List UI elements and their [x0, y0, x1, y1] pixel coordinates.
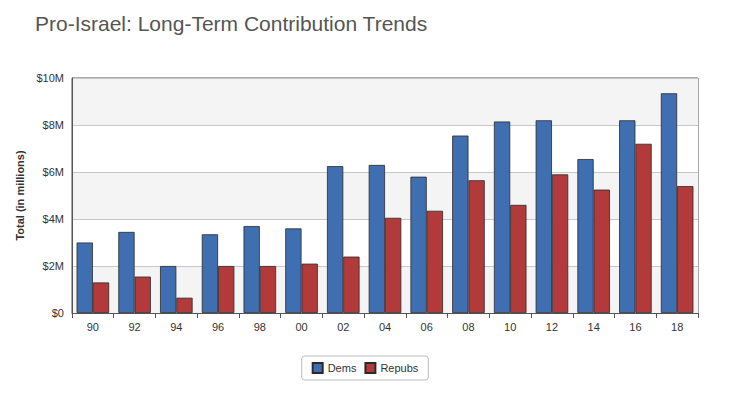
svg-text:$2M: $2M	[43, 260, 64, 272]
svg-text:90: 90	[87, 321, 99, 333]
svg-text:96: 96	[212, 321, 224, 333]
svg-text:18: 18	[671, 321, 683, 333]
svg-text:00: 00	[295, 321, 307, 333]
svg-text:Dems: Dems	[328, 362, 357, 374]
svg-text:Total (in millions): Total (in millions)	[14, 150, 26, 241]
svg-text:$4M: $4M	[43, 213, 64, 225]
svg-text:94: 94	[170, 321, 182, 333]
svg-text:16: 16	[629, 321, 641, 333]
svg-text:$6M: $6M	[43, 166, 64, 178]
svg-text:92: 92	[128, 321, 140, 333]
svg-text:14: 14	[588, 321, 600, 333]
svg-text:02: 02	[337, 321, 349, 333]
svg-text:Pro-Israel: Long-Term Contribu: Pro-Israel: Long-Term Contribution Trend…	[35, 12, 427, 35]
svg-text:10: 10	[504, 321, 516, 333]
svg-text:$8M: $8M	[43, 119, 64, 131]
svg-text:12: 12	[546, 321, 558, 333]
svg-text:06: 06	[421, 321, 433, 333]
svg-text:$0: $0	[52, 307, 64, 319]
svg-text:$10M: $10M	[36, 72, 64, 84]
svg-text:08: 08	[462, 321, 474, 333]
svg-text:98: 98	[254, 321, 266, 333]
svg-text:04: 04	[379, 321, 391, 333]
svg-text:Repubs: Repubs	[380, 362, 418, 374]
